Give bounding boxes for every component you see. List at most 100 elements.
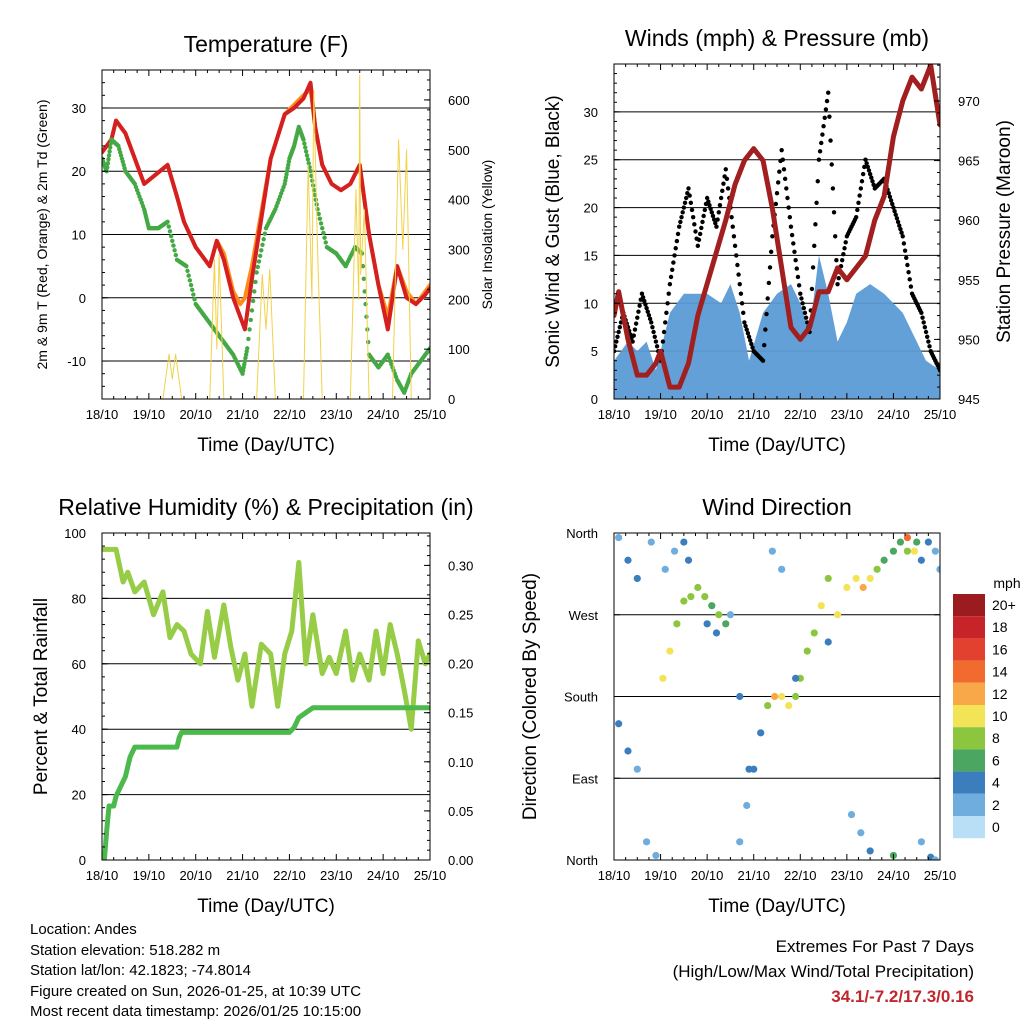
temperature-ylabel: 2m & 9m T (Red, Orange) & 2m Td (Green) <box>34 100 50 370</box>
gust-point <box>665 301 670 306</box>
gust-point <box>746 334 752 339</box>
gust-point <box>856 200 861 205</box>
2m-td-point <box>170 238 175 244</box>
gust-point <box>791 241 796 246</box>
gust-point <box>835 281 840 287</box>
gust-point <box>643 302 648 307</box>
direction-point <box>708 602 716 610</box>
gust-point <box>859 179 865 184</box>
direction-point <box>924 538 932 546</box>
direction-point <box>803 647 811 655</box>
direction-point <box>715 611 723 619</box>
gust-point <box>813 222 818 227</box>
y-tick-label: 5 <box>591 344 598 359</box>
direction-point <box>843 583 851 592</box>
gust-point <box>678 219 683 225</box>
x-tick-label: 21/10 <box>737 868 770 883</box>
gust-point <box>646 313 652 318</box>
gust-point <box>702 207 708 213</box>
direction-point <box>652 851 660 860</box>
extremes-heading: Extremes For Past 7 Days <box>775 937 974 956</box>
direction-point <box>833 611 842 619</box>
direction-point <box>917 838 925 846</box>
direction-point <box>680 597 688 605</box>
gust-point <box>668 274 674 280</box>
x-tick-label: 24/10 <box>877 868 910 883</box>
gust-point <box>834 258 839 263</box>
2m-td-point <box>168 233 174 239</box>
relative-humidity-series <box>102 546 430 732</box>
station-latlon: Station lat/lon: 42.1823; -74.8014 <box>30 962 252 979</box>
direction-points <box>615 533 940 860</box>
2m-td-point <box>362 289 367 294</box>
direction-point <box>712 629 721 637</box>
x-tick-label: 22/10 <box>784 868 817 883</box>
gust-point <box>645 309 650 314</box>
2m-td-point <box>301 137 306 142</box>
gust-point <box>796 283 802 288</box>
gust-point <box>788 224 794 229</box>
winds-plot-area <box>614 64 940 399</box>
direction-title: Wind Direction <box>702 494 852 520</box>
direction-point <box>917 556 925 564</box>
2m-td-point <box>323 240 328 245</box>
2m-td-point <box>322 235 327 240</box>
gust-point <box>924 334 930 339</box>
gust-point <box>741 310 746 316</box>
2m-td-point <box>366 339 371 345</box>
gust-point <box>718 195 724 201</box>
direction-point <box>673 620 681 628</box>
2m-td-point <box>245 346 250 351</box>
figure-created: Figure created on Sun, 2026-01-25, at 10… <box>30 982 362 1000</box>
2m-td-point <box>313 197 318 202</box>
x-tick-label: 21/10 <box>226 868 259 883</box>
gust-point <box>926 339 931 344</box>
gust-point <box>642 298 647 304</box>
gust-point <box>636 309 641 314</box>
2m-td-point <box>108 145 113 150</box>
gust-point <box>616 329 621 335</box>
2m-td-point <box>305 157 311 162</box>
gust-point <box>812 243 817 249</box>
gust-point <box>886 191 891 196</box>
gust-point <box>831 210 837 215</box>
2m-td-series <box>102 124 430 395</box>
2m-td-point <box>105 161 111 166</box>
y-tick-label: 20 <box>72 788 86 803</box>
y-right-tick-label: 600 <box>448 93 470 108</box>
direction-point <box>643 838 651 846</box>
colorbar-swatch <box>953 705 985 728</box>
gust-point <box>653 339 659 344</box>
x-tick-label: 24/10 <box>367 407 400 422</box>
gust-point <box>695 243 701 249</box>
2m-td-point <box>190 287 195 293</box>
direction-point <box>817 602 825 610</box>
colorbar-label: 10 <box>992 708 1008 724</box>
gust-point <box>814 200 819 205</box>
humidity-panel: Relative Humidity (%) & Precipitation (i… <box>31 494 474 917</box>
2m-td-point <box>317 216 323 221</box>
gust-point <box>890 201 895 207</box>
gust-point <box>904 255 909 261</box>
direction-point <box>857 829 865 837</box>
gust-point <box>729 214 734 220</box>
gust-point <box>794 266 799 271</box>
gust-point <box>714 224 719 229</box>
gust-point <box>761 342 767 348</box>
station-elevation: Station elevation: 518.282 m <box>30 941 221 959</box>
direction-ylabel: Direction (Colored By Speed) <box>520 573 541 820</box>
gust-point <box>826 90 831 95</box>
gust-point <box>683 195 689 201</box>
2m-td-point <box>187 278 193 283</box>
direction-point <box>931 856 939 860</box>
colorbar-label: 2 <box>992 797 1000 813</box>
direction-point <box>647 538 655 546</box>
9m-t-series <box>102 86 430 319</box>
gust-point <box>686 186 691 191</box>
gust-point <box>765 296 770 301</box>
gust-point <box>923 329 929 335</box>
gust-point <box>689 207 695 213</box>
direction-point <box>873 565 881 573</box>
gust-point <box>822 115 827 121</box>
direction-point <box>736 838 744 846</box>
